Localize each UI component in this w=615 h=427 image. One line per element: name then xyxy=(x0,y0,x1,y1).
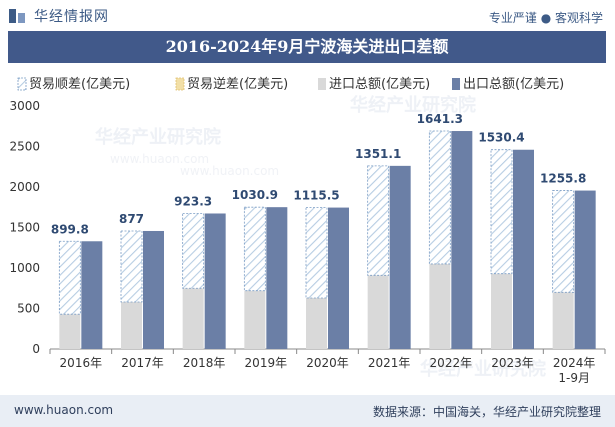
y-tick-label: 500 xyxy=(17,302,40,316)
legend-item: 出口总额(亿美元) xyxy=(452,77,564,92)
y-tick-label: 3000 xyxy=(9,99,40,113)
surplus-bar xyxy=(428,130,451,265)
logo-icon xyxy=(9,9,25,23)
chart-legend: 贸易顺差(亿美元) 贸易逆差(亿美元) 进口总额(亿美元) 出口总额(亿美元) xyxy=(17,76,564,92)
x-tick-label: 2018年 xyxy=(183,356,226,370)
legend-swatch xyxy=(17,77,27,91)
watermark-text: 华经产业研究院 xyxy=(95,126,221,148)
import-bar xyxy=(552,292,574,349)
surplus-bar xyxy=(58,240,81,315)
chart-bars: 899.8 877 923.3 1030.9 1115.5 1351.1 1641.3 153… xyxy=(51,112,596,349)
watermark-text: 华经产业研究院 xyxy=(420,358,546,380)
x-tick-label: 2020年 xyxy=(306,356,349,370)
y-tick-label: 0 xyxy=(32,342,40,356)
top-bar: 华经情报网 专业严谨 ● 客观科学 xyxy=(0,0,615,30)
surplus-data-label: 1641.3 xyxy=(417,112,463,126)
export-bar xyxy=(143,230,164,349)
surplus-data-label: 923.3 xyxy=(174,194,212,208)
import-bar xyxy=(59,314,81,349)
import-bar xyxy=(244,290,266,349)
import-bar xyxy=(491,273,512,349)
brand-logo[interactable]: 华经情报网 xyxy=(8,6,109,26)
footer-site[interactable]: www.huaon.com xyxy=(14,403,114,417)
y-tick-label: 1500 xyxy=(9,221,40,235)
x-tick-label: 2016年 xyxy=(60,356,103,370)
legend-item: 贸易顺差(亿美元) xyxy=(17,77,130,92)
legend-label: 进口总额(亿美元) xyxy=(329,77,430,92)
legend-label: 出口总额(亿美元) xyxy=(463,77,564,92)
surplus-data-label: 899.8 xyxy=(51,222,89,236)
data-source: 数据来源：中国海关，华经产业研究院整理 xyxy=(372,405,601,419)
x-tick-label: 2023年 xyxy=(491,356,534,370)
surplus-data-label: 1115.5 xyxy=(293,189,339,203)
import-bar xyxy=(182,288,204,349)
x-tick-label: 2022年 xyxy=(430,356,473,370)
export-bar xyxy=(204,213,226,349)
legend-label: 贸易逆差(亿美元) xyxy=(187,76,288,92)
surplus-data-label: 1530.4 xyxy=(478,131,524,145)
surplus-bar xyxy=(552,190,575,293)
x-tick-label: 2017年 xyxy=(121,356,164,370)
x-tick-label: 2021年 xyxy=(368,356,411,370)
x-tick-label: 2024年 xyxy=(553,356,596,370)
surplus-bar xyxy=(305,207,328,299)
export-bar xyxy=(266,207,288,349)
surplus-bar xyxy=(120,230,143,303)
x-tick-label: 1-9月 xyxy=(558,371,590,385)
watermark-url: www.huaon.com xyxy=(180,164,279,178)
x-axis: 2016年 2017年 2018年 2019年 2020年 2021年 2022年 2023年… xyxy=(49,349,606,385)
legend-swatch xyxy=(318,78,326,90)
export-bar xyxy=(389,165,411,349)
legend-item: 贸易逆差(亿美元) xyxy=(175,76,288,92)
y-tick-label: 1000 xyxy=(9,261,40,275)
surplus-data-label: 877 xyxy=(119,212,144,226)
legend-label: 贸易顺差(亿美元) xyxy=(29,77,130,92)
surplus-data-label: 1030.9 xyxy=(232,188,278,202)
surplus-bar xyxy=(367,165,390,276)
brand-name: 华经情报网 xyxy=(34,9,109,25)
import-bar xyxy=(121,302,142,349)
export-bar xyxy=(574,190,596,349)
watermark: 华经产业研究院华经产业研究院华经产业研究院www.huaon.comwww.hu… xyxy=(95,94,546,380)
footer: www.huaon.com 数据来源：中国海关，华经产业研究院整理 xyxy=(0,395,615,427)
surplus-data-label: 1255.8 xyxy=(540,172,586,186)
y-tick-label: 2000 xyxy=(9,180,40,194)
surplus-bar xyxy=(182,213,205,289)
watermark-text: 华经产业研究院 xyxy=(350,94,476,116)
import-bar xyxy=(367,275,389,349)
tagline: 专业严谨 ● 客观科学 xyxy=(488,11,603,25)
legend-item: 进口总额(亿美元) xyxy=(318,77,430,92)
surplus-data-label: 1351.1 xyxy=(355,147,401,161)
legend-swatch xyxy=(452,78,460,90)
surplus-bar xyxy=(243,206,266,292)
import-bar xyxy=(306,297,327,349)
export-bar xyxy=(513,149,534,349)
export-bar xyxy=(81,241,103,349)
x-tick-label: 2019年 xyxy=(245,356,288,370)
import-bar xyxy=(429,263,451,349)
export-bar xyxy=(451,131,473,349)
y-axis: 0 500 1000 1500 2000 2500 3000 xyxy=(9,99,605,356)
legend-swatch xyxy=(175,77,185,91)
bar-chart: 贸易顺差(亿美元) 贸易逆差(亿美元) 进口总额(亿美元) 出口总额(亿美元) 华经产… xyxy=(9,76,606,385)
export-bar xyxy=(328,207,349,349)
watermark-url: www.huaon.com xyxy=(110,152,209,166)
surplus-bar xyxy=(490,149,513,275)
y-tick-label: 2500 xyxy=(9,140,40,154)
chart-title: 2016-2024年9月宁波海关进出口差额 xyxy=(8,31,606,63)
